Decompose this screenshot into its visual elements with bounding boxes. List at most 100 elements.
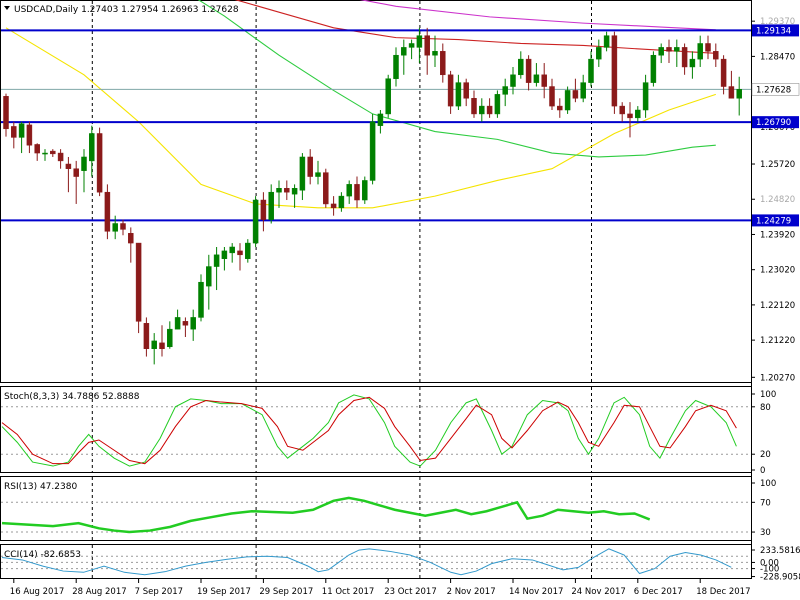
time-tick-label: 18 Dec 2017 bbox=[696, 587, 750, 597]
candle-body bbox=[96, 133, 103, 193]
level-price-label: 1.24279 bbox=[756, 216, 791, 226]
candle-body bbox=[354, 184, 360, 201]
candle-body bbox=[18, 123, 25, 138]
candle-body bbox=[143, 323, 150, 349]
indicator-series-line bbox=[1, 548, 732, 576]
indicator-tick-label: 100 bbox=[760, 390, 776, 400]
candle-body bbox=[596, 47, 602, 60]
candle-body bbox=[135, 242, 142, 322]
candle-body bbox=[557, 105, 563, 111]
candle-body bbox=[112, 223, 118, 232]
candle-body bbox=[89, 133, 95, 162]
level-price-label: 1.26790 bbox=[756, 118, 791, 128]
candle-body bbox=[580, 82, 586, 99]
cci-title: CCI(14) -82.6853 bbox=[4, 550, 81, 560]
candle-body bbox=[206, 266, 212, 287]
time-tick-label: 16 Aug 2017 bbox=[10, 587, 64, 597]
period-separators bbox=[91, 1, 592, 578]
candle-body bbox=[681, 47, 688, 68]
candle-body bbox=[611, 35, 618, 107]
candle-body bbox=[252, 199, 259, 244]
stochastic-panel: 100 80 20 0 Stoch(8,3,3) 34.7886 52.8888 bbox=[1, 390, 776, 476]
candle-body bbox=[455, 82, 462, 107]
cci-panel: 233.5816 0.00-100-228.9058 CCI(14) -82.685… bbox=[1, 546, 800, 583]
candle-body bbox=[479, 105, 485, 115]
time-tick-label: 7 Sep 2017 bbox=[135, 587, 183, 597]
candle-body bbox=[736, 89, 742, 99]
candle-body bbox=[213, 254, 220, 267]
candle-body bbox=[728, 86, 735, 99]
candle-body bbox=[42, 152, 48, 155]
candle-body bbox=[346, 184, 352, 197]
candle-body bbox=[572, 90, 579, 99]
candle-body bbox=[315, 172, 321, 177]
price-tick-label: 1.22120 bbox=[760, 301, 795, 311]
candle-body bbox=[549, 86, 555, 107]
candle-body bbox=[237, 250, 243, 256]
candle-body bbox=[323, 172, 329, 205]
indicator-tick-label: 30 bbox=[760, 528, 771, 538]
indicator-tick-label: 80 bbox=[760, 403, 771, 413]
time-tick-label: 24 Nov 2017 bbox=[571, 587, 625, 597]
candle-body bbox=[260, 199, 267, 220]
price-tick-label: 1.20270 bbox=[760, 373, 795, 383]
indicator-series-line bbox=[1, 496, 651, 534]
candle-body bbox=[385, 78, 391, 115]
candle-body bbox=[424, 35, 430, 56]
price-tick-label: 1.29370 bbox=[760, 17, 795, 27]
rsi-title: RSI(13) 47.2380 bbox=[4, 482, 77, 492]
time-tick-label: 2 Nov 2017 bbox=[447, 587, 496, 597]
indicator-tick-label: -228.9058 bbox=[760, 573, 800, 583]
price-axis: 1.293701.284701.275701.266701.257201.248… bbox=[751, 17, 795, 383]
candle-body bbox=[642, 82, 649, 111]
candle-body bbox=[666, 47, 672, 52]
price-tick-label: 1.28470 bbox=[760, 52, 795, 62]
candle-body bbox=[159, 342, 165, 349]
time-axis: 16 Aug 2017 28 Aug 2017 7 Sep 2017 19 Sep 2… bbox=[10, 579, 751, 597]
symbol-ohlc-line: USDCAD,Daily 1.27403 1.27954 1.26963 1.2… bbox=[14, 5, 239, 15]
candle-body bbox=[377, 113, 384, 126]
candle-body bbox=[369, 121, 376, 181]
candle-body bbox=[291, 188, 298, 195]
level-price-tag bbox=[752, 116, 799, 129]
candle-body bbox=[432, 51, 438, 56]
candle-body bbox=[104, 191, 111, 232]
candle-body bbox=[603, 35, 610, 48]
candle-body bbox=[416, 35, 423, 48]
level-price-tag bbox=[752, 214, 799, 227]
indicator-tick-label: 0.00 bbox=[760, 558, 779, 568]
candle-body bbox=[3, 96, 9, 130]
candle-body bbox=[564, 90, 571, 111]
candle-body bbox=[650, 54, 657, 83]
candle-body bbox=[299, 156, 306, 191]
candle-body bbox=[510, 74, 516, 87]
candle-body bbox=[502, 86, 508, 95]
candle-body bbox=[440, 51, 446, 76]
candle-body bbox=[245, 242, 251, 259]
candle-body bbox=[362, 180, 368, 201]
candle-body bbox=[26, 124, 33, 146]
candle-body bbox=[533, 74, 540, 83]
level-price-label: 1.29134 bbox=[756, 26, 791, 36]
candle-body bbox=[174, 317, 181, 330]
candle-body bbox=[525, 58, 532, 83]
current-price-label: 1.27628 bbox=[756, 85, 791, 95]
candle-body bbox=[619, 105, 625, 115]
price-tick-label: 1.24820 bbox=[760, 195, 795, 205]
moving-average-slow bbox=[234, 0, 716, 54]
candle-body bbox=[182, 321, 189, 326]
candle-body bbox=[658, 47, 664, 56]
moving-average-long bbox=[359, 0, 716, 31]
candle-body bbox=[713, 51, 719, 60]
candle-body bbox=[65, 163, 72, 169]
candle-body bbox=[34, 144, 40, 154]
price-tick-label: 1.25720 bbox=[760, 160, 795, 170]
candle-body bbox=[401, 47, 407, 56]
candle-body bbox=[268, 191, 274, 220]
indicator-series-line bbox=[1, 394, 737, 467]
price-tick-label: 1.23020 bbox=[760, 266, 795, 276]
chevron-down-icon[interactable] bbox=[4, 6, 10, 10]
candle-body bbox=[697, 43, 703, 60]
